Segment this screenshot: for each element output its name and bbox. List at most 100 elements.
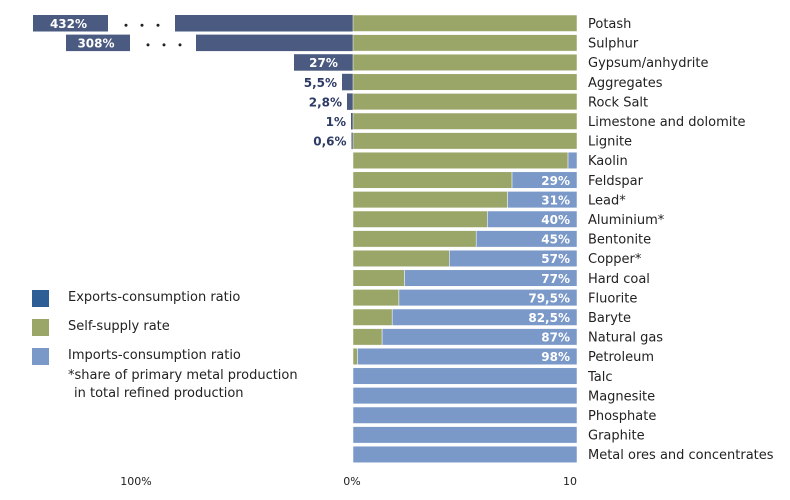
self-supply-bar-fluorite (352, 289, 400, 307)
category-label-bentonite: Bentonite (588, 233, 651, 248)
imports-label-feldspar: 29% (541, 174, 570, 188)
self-supply-bar-lignite (352, 132, 578, 150)
export-label-lignite: 0,6% (313, 135, 346, 149)
category-label-kaolin: Kaolin (588, 154, 628, 169)
footnote: *share of primary metal production in to… (68, 367, 298, 403)
imports-label-copper: 57% (541, 252, 570, 266)
footnote-line-2: in total refined production (74, 386, 244, 401)
imports-bar-lead (507, 191, 578, 209)
self-supply-bar-lead (352, 191, 508, 209)
category-label-fluorite: Fluorite (588, 291, 637, 306)
imports-bar-kaolin (567, 151, 578, 169)
category-label-magnesite: Magnesite (588, 389, 655, 404)
category-label-feldspar: Feldspar (588, 174, 644, 189)
self-supply-bar-aluminium (352, 210, 488, 228)
category-label-rock-salt: Rock Salt (588, 95, 648, 110)
self-supply-bar-limestone-and-dolomite (352, 112, 578, 130)
category-label-hard-coal: Hard coal (588, 272, 650, 287)
category-label-baryte: Baryte (588, 311, 631, 326)
self-supply-bar-gypsum-anhydrite (352, 53, 578, 71)
category-label-metal-ores-and-concentrates: Metal ores and concentrates (588, 448, 774, 463)
imports-label-aluminium: 40% (541, 213, 570, 227)
category-label-gypsum-anhydrite: Gypsum/anhydrite (588, 56, 709, 71)
category-label-petroleum: Petroleum (588, 350, 654, 365)
break-dot-potash (156, 23, 160, 27)
imports-label-petroleum: 98% (541, 350, 570, 364)
self-supply-bar-hard-coal (352, 269, 405, 287)
self-supply-bar-bentonite (352, 230, 477, 248)
export-bar-aggregates (342, 73, 353, 91)
export-bar-rock-salt (347, 93, 353, 110)
self-supply-bar-kaolin (352, 151, 569, 169)
legend-label-self-supply: Self-supply rate (68, 319, 170, 334)
export-bar-potash (175, 15, 353, 32)
imports-label-baryte: 82,5% (528, 311, 570, 325)
export-label-rock-salt: 2,8% (309, 95, 342, 109)
self-supply-bar-sulphur (352, 34, 578, 52)
x-tick-label-2: 10 (563, 475, 577, 488)
break-dot-potash (140, 23, 144, 27)
export-label-aggregates: 5,5% (304, 76, 337, 90)
category-label-aluminium: Aluminium* (588, 213, 665, 228)
self-supply-bar-aggregates (352, 73, 578, 91)
imports-bar-phosphate (352, 406, 578, 424)
self-supply-bar-feldspar (352, 171, 513, 189)
category-label-phosphate: Phosphate (588, 409, 656, 424)
category-label-copper: Copper* (588, 252, 642, 267)
export-label-gypsum-anhydrite: 27% (309, 56, 338, 70)
legend-label-exports: Exports-consumption ratio (68, 290, 241, 305)
imports-bar-petroleum (357, 347, 578, 365)
export-label-potash: 432% (50, 17, 87, 31)
x-tick-label-1: 0% (343, 475, 360, 488)
imports-bar-feldspar (511, 171, 578, 189)
category-label-graphite: Graphite (588, 429, 645, 444)
self-supply-bar-copper (352, 249, 450, 267)
imports-label-hard-coal: 77% (541, 272, 570, 286)
imports-bar-metal-ores-and-concentrates (352, 445, 578, 463)
legend-swatch-imports (32, 348, 49, 365)
break-dot-sulphur (162, 43, 166, 47)
self-supply-bar-rock-salt (352, 93, 578, 111)
break-dot-sulphur (146, 43, 150, 47)
break-dot-potash (124, 23, 128, 27)
imports-bar-fluorite (398, 289, 578, 307)
category-label-potash: Potash (588, 17, 631, 32)
imports-label-fluorite: 79,5% (528, 291, 570, 305)
category-label-lignite: Lignite (588, 135, 632, 150)
imports-bar-natural-gas (381, 328, 578, 346)
self-supply-bar-petroleum (352, 347, 358, 365)
export-bar-sulphur (196, 34, 353, 52)
legend-swatch-self-supply (32, 319, 49, 336)
imports-bar-baryte (391, 308, 578, 326)
legend-swatch-exports (32, 290, 49, 307)
imports-bar-graphite (352, 426, 578, 444)
imports-bar-magnesite (352, 387, 578, 405)
export-bar-outer-sulphur (66, 34, 130, 52)
self-supply-bar-natural-gas (352, 328, 383, 346)
imports-bar-copper (449, 249, 578, 267)
imports-label-bentonite: 45% (541, 233, 570, 247)
export-bar-lignite (351, 132, 353, 150)
break-dot-sulphur (178, 43, 182, 47)
imports-bar-bentonite (475, 230, 578, 248)
self-supply-bar-potash (352, 14, 578, 32)
imports-bar-aluminium (487, 210, 578, 228)
category-label-lead: Lead* (588, 193, 626, 208)
export-label-sulphur: 308% (77, 37, 114, 51)
category-label-aggregates: Aggregates (588, 76, 663, 91)
category-label-limestone-and-dolomite: Limestone and dolomite (588, 115, 745, 130)
imports-label-natural-gas: 87% (541, 331, 570, 345)
footnote-line-1: *share of primary metal production (68, 368, 298, 383)
export-bar-limestone-and-dolomite (351, 113, 353, 130)
category-label-natural-gas: Natural gas (588, 331, 663, 346)
category-label-talc: Talc (587, 370, 613, 385)
x-tick-label-0: 100% (120, 475, 151, 488)
export-bar-outer-potash (33, 15, 108, 32)
imports-label-lead: 31% (541, 193, 570, 207)
export-label-limestone-and-dolomite: 1% (326, 115, 346, 129)
self-supply-bar-baryte (352, 308, 393, 326)
category-label-sulphur: Sulphur (588, 37, 639, 52)
legend-label-imports: Imports-consumption ratio (68, 348, 241, 363)
imports-bar-talc (352, 367, 578, 385)
